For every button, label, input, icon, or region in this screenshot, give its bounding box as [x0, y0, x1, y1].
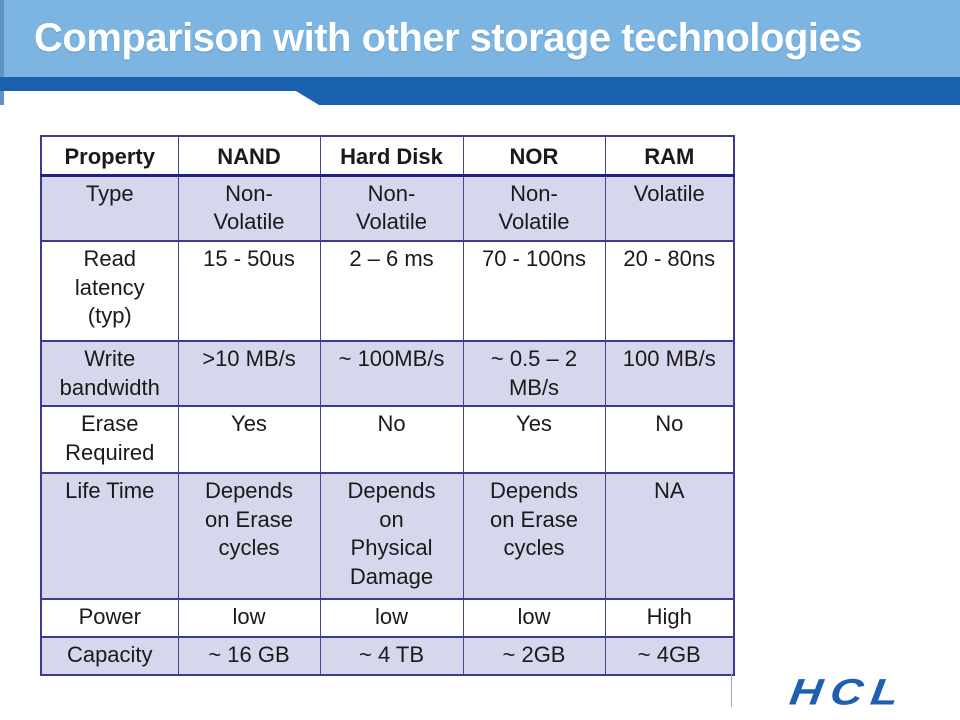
table-cell: 100 MB/s	[604, 340, 735, 407]
table-cell: low	[462, 598, 606, 638]
ribbon-stripe	[0, 77, 960, 91]
table-cell: 20 - 80ns	[604, 240, 735, 342]
table-row-write-bandwidth: Write bandwidth >10 MB/s ~ 100MB/s ~ 0.5…	[40, 340, 735, 407]
table-cell: 15 - 50us	[177, 240, 321, 342]
table-row-power: Power low low low High	[40, 598, 735, 638]
placeholder-edge-line	[731, 673, 732, 707]
table-cell: High	[604, 598, 735, 638]
table-cell: Non- Volatile	[319, 174, 464, 242]
row-label-type: Type	[40, 174, 179, 242]
hcl-logo: HCL	[758, 668, 938, 716]
col-header-property: Property	[40, 134, 179, 177]
hcl-logo-text: HCL	[786, 670, 910, 713]
table-cell: Depends on Erase cycles	[462, 472, 606, 600]
table-cell: >10 MB/s	[177, 340, 321, 407]
table-cell: No	[319, 405, 464, 474]
table-cell: Yes	[177, 405, 321, 474]
table-cell: Depends on Physical Damage	[319, 472, 464, 600]
table-cell: Yes	[462, 405, 606, 474]
table-row-erase-required: Erase Required Yes No Yes No	[40, 405, 735, 474]
table-cell: 70 - 100ns	[462, 240, 606, 342]
table-cell: ~ 16 GB	[177, 636, 321, 676]
comparison-table: Property NAND Hard Disk NOR RAM Type Non…	[40, 134, 735, 677]
page-title: Comparison with other storage technologi…	[34, 16, 862, 60]
banner-left-edge	[0, 0, 4, 105]
table-cell: ~ 2GB	[462, 636, 606, 676]
table-cell: ~ 100MB/s	[319, 340, 464, 407]
table-cell: low	[319, 598, 464, 638]
row-label-capacity: Capacity	[40, 636, 179, 676]
table-cell: No	[604, 405, 735, 474]
table-row-life-time: Life Time Depends on Erase cycles Depend…	[40, 472, 735, 600]
row-label-write-bandwidth: Write bandwidth	[40, 340, 179, 407]
table-cell: ~ 4GB	[604, 636, 735, 676]
ribbon-step	[296, 91, 960, 105]
col-header-hard-disk: Hard Disk	[319, 134, 464, 177]
table-header-row: Property NAND Hard Disk NOR RAM	[40, 134, 735, 177]
title-banner: Comparison with other storage technologi…	[0, 0, 960, 77]
table-cell: Non- Volatile	[177, 174, 321, 242]
row-label-read-latency: Read latency (typ)	[40, 240, 179, 342]
table-row-read-latency: Read latency (typ) 15 - 50us 2 – 6 ms 70…	[40, 240, 735, 342]
row-label-life-time: Life Time	[40, 472, 179, 600]
table-cell: ~ 4 TB	[319, 636, 464, 676]
row-label-power: Power	[40, 598, 179, 638]
table-cell: Non- Volatile	[462, 174, 606, 242]
table-cell: Depends on Erase cycles	[177, 472, 321, 600]
table-row-capacity: Capacity ~ 16 GB ~ 4 TB ~ 2GB ~ 4GB	[40, 636, 735, 676]
row-label-erase-required: Erase Required	[40, 405, 179, 474]
table-cell: NA	[604, 472, 735, 600]
table-cell: Volatile	[604, 174, 735, 242]
col-header-nand: NAND	[177, 134, 321, 177]
col-header-nor: NOR	[462, 134, 606, 177]
table-cell: 2 – 6 ms	[319, 240, 464, 342]
table-cell: low	[177, 598, 321, 638]
table-cell: ~ 0.5 – 2 MB/s	[462, 340, 606, 407]
table-row-type: Type Non- Volatile Non- Volatile Non- Vo…	[40, 174, 735, 242]
col-header-ram: RAM	[604, 134, 735, 177]
